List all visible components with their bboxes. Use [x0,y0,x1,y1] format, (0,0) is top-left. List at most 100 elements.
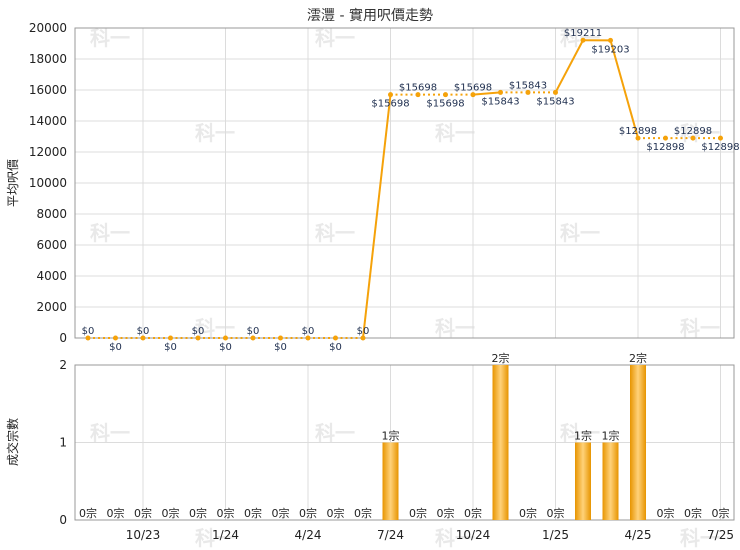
watermark-text: 科一 [435,121,475,145]
price-y-tick-label: 12000 [29,145,67,159]
price-y-tick-label: 2000 [36,300,67,314]
price-data-labels: $0 $0 $0 $0 $0 $0 $0 $0 $0 $0 $0 $15698 $15698 $15698… [82,28,740,353]
price-y-tick-label: 8000 [36,207,67,221]
watermark-text: 科一 [435,316,475,340]
volume-bar-label: 0宗 [134,506,152,520]
volume-bar-label: 0宗 [162,506,180,520]
volume-bar [575,442,591,520]
x-tick-label: 7/25 [707,528,734,542]
price-point [718,135,723,141]
volume-bar-label: 1宗 [382,429,400,443]
price-data-label: $0 [109,342,122,353]
x-tick-labels: 10/23 1/24 4/24 7/24 10/24 1/25 4/25 7/25 [126,528,734,542]
volume-bars [382,365,646,520]
volume-bar [602,442,619,520]
price-plot-frame [74,27,735,339]
watermark-text: 科一 [560,221,600,245]
watermark-text: 科一 [315,221,355,245]
volume-bar-label: 0宗 [299,506,317,520]
watermark-text: 科一 [90,221,130,245]
volume-bar-label: 0宗 [272,506,290,520]
price-point [140,335,146,341]
volume-bar-label: 0宗 [409,506,427,520]
watermark-text: 科一 [680,526,720,550]
volume-bar-label: 0宗 [519,506,537,520]
price-line-layer [85,37,723,341]
volume-bar-label: 0宗 [437,506,455,520]
price-data-label: $15843 [509,80,547,91]
volume-y-tick-label: 0 [59,513,67,527]
volume-bar-label: 0宗 [464,506,482,520]
volume-bar-label: 1宗 [574,429,592,443]
price-point [360,335,366,341]
volume-bar-label: 0宗 [547,506,565,520]
volume-bar-label: 0宗 [217,506,235,520]
price-point [250,335,256,341]
price-data-label: $12898 [701,142,739,153]
price-data-label: $0 [247,326,260,337]
price-data-label: $15698 [454,83,492,94]
price-point [223,335,228,341]
price-point [333,335,338,341]
price-point [388,92,393,98]
volume-bar-label: 0宗 [657,506,675,520]
price-data-label: $15698 [371,99,409,110]
price-data-label: $15843 [536,96,574,107]
price-point [635,135,641,141]
price-point [113,335,118,341]
x-tick-label: 10/24 [456,528,491,542]
price-y-tick-label: 4000 [36,269,67,283]
price-line-segment [362,94,392,339]
watermark-text: 科一 [435,526,475,550]
volume-y-tick-labels: 0 1 2 [59,358,67,527]
price-y-tick-labels: 0 2000 4000 6000 8000 10000 12000 14000 16000 180… [29,21,67,345]
price-data-label: $19203 [591,44,629,55]
volume-plot-frame [74,364,735,521]
volume-bar-label: 0宗 [684,506,702,520]
price-data-label: $12898 [646,142,684,153]
price-point [278,335,283,341]
price-line-segment [609,40,639,139]
price-data-label: $19211 [564,28,602,39]
price-data-label: $15843 [481,96,519,107]
price-point [498,89,503,95]
price-data-label: $0 [137,326,150,337]
price-data-label: $0 [357,326,370,337]
watermark-text: 科一 [90,26,130,50]
watermark-text: 科一 [680,121,720,145]
price-point [168,335,173,341]
price-point [580,37,586,43]
price-line-segment [554,39,584,93]
volume-bar-label: 1宗 [602,429,620,443]
price-point [415,92,421,98]
x-tick-label: 7/24 [377,528,404,542]
price-data-label: $15698 [426,99,464,110]
price-data-label: $12898 [619,126,657,137]
price-data-label: $0 [329,342,342,353]
price-point [195,335,201,341]
chart-title: 澐灃 - 實用呎價走勢 [307,7,433,24]
price-data-label: $15698 [399,83,437,94]
price-point [608,37,613,43]
price-data-label: $0 [192,326,205,337]
price-y-tick-label: 14000 [29,114,67,128]
volume-bar-label: 0宗 [189,506,207,520]
price-chart-grid [75,27,734,339]
watermark-text: 科一 [195,526,235,550]
volume-bar [382,442,399,520]
volume-y-axis-label: 成交宗數 [5,418,20,466]
watermark-text: 科一 [195,121,235,145]
volume-bar-label: 2宗 [629,351,647,365]
price-y-tick-label: 10000 [29,176,67,190]
price-y-tick-label: 18000 [29,52,67,66]
volume-bar-label: 0宗 [354,506,372,520]
price-data-label: $12898 [674,126,712,137]
volume-bar [630,365,646,520]
x-tick-label: 1/24 [212,528,239,542]
price-point [525,89,531,95]
price-y-tick-label: 20000 [29,21,67,35]
watermark-text: 科一 [560,421,600,445]
price-y-tick-label: 16000 [29,83,67,97]
